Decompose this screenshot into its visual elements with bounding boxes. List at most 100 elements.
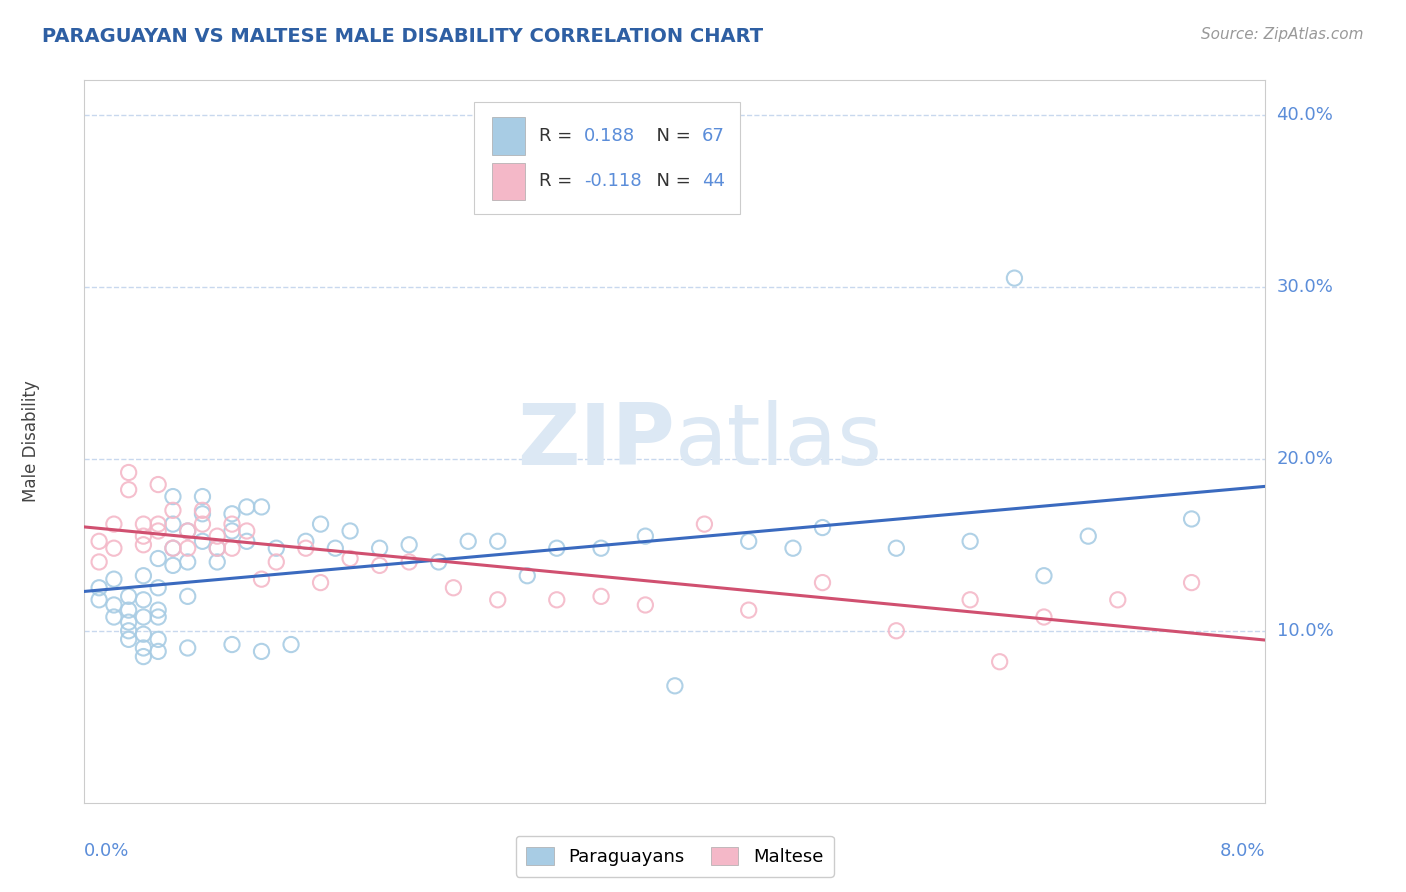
Text: -0.118: -0.118 [583, 172, 641, 190]
Point [87, 581, 111, 595]
Text: 8.0%: 8.0% [1220, 842, 1265, 860]
Point [368, 541, 391, 556]
Point [457, 534, 479, 549]
Point [148, 603, 170, 617]
Point [177, 541, 200, 556]
Point [148, 517, 170, 532]
Point [221, 507, 243, 521]
Point [132, 538, 155, 552]
Text: 10.0%: 10.0% [1277, 622, 1333, 640]
Point [235, 534, 259, 549]
Point [103, 572, 125, 586]
Point [988, 655, 1011, 669]
Point [634, 598, 657, 612]
Text: 67: 67 [702, 127, 725, 145]
Point [162, 503, 184, 517]
Text: 0.0%: 0.0% [84, 842, 129, 860]
Point [782, 541, 804, 556]
Point [886, 624, 908, 638]
Point [87, 592, 111, 607]
Point [886, 541, 908, 556]
Point [427, 555, 450, 569]
Text: 40.0%: 40.0% [1277, 105, 1333, 124]
Point [87, 555, 111, 569]
Text: N =: N = [645, 172, 697, 190]
Point [486, 534, 509, 549]
Point [177, 590, 200, 604]
Point [221, 638, 243, 652]
Legend: Paraguayans, Maltese: Paraguayans, Maltese [516, 836, 834, 877]
Point [1077, 529, 1099, 543]
Point [148, 551, 170, 566]
Point [132, 610, 155, 624]
Point [148, 610, 170, 624]
Point [207, 541, 229, 556]
Point [132, 529, 155, 543]
Point [118, 590, 141, 604]
Point [103, 541, 125, 556]
Point [87, 534, 111, 549]
Point [118, 466, 141, 480]
Bar [492, 117, 524, 154]
Text: 44: 44 [702, 172, 725, 190]
Point [148, 644, 170, 658]
Point [295, 534, 318, 549]
Point [1004, 271, 1026, 285]
Point [177, 524, 200, 538]
Point [132, 517, 155, 532]
Point [132, 592, 155, 607]
Point [103, 598, 125, 612]
Bar [492, 162, 524, 200]
Point [1107, 592, 1129, 607]
Point [309, 575, 332, 590]
Point [207, 529, 229, 543]
Point [546, 541, 568, 556]
Point [591, 541, 613, 556]
Point [811, 575, 834, 590]
Point [118, 483, 141, 497]
Point [118, 624, 141, 638]
Point [148, 524, 170, 538]
Text: 30.0%: 30.0% [1277, 277, 1333, 296]
Point [295, 541, 318, 556]
Point [280, 638, 302, 652]
Text: N =: N = [645, 127, 697, 145]
Point [191, 507, 214, 521]
Point [264, 541, 288, 556]
Point [693, 517, 716, 532]
Point [191, 503, 214, 517]
Point [339, 524, 361, 538]
Text: ZIP: ZIP [517, 400, 675, 483]
Point [103, 517, 125, 532]
Point [634, 529, 657, 543]
Point [207, 555, 229, 569]
Point [235, 524, 259, 538]
Point [118, 632, 141, 647]
Point [221, 541, 243, 556]
Point [221, 524, 243, 538]
Point [1033, 568, 1056, 582]
Point [1181, 512, 1204, 526]
Point [148, 581, 170, 595]
Point [235, 500, 259, 514]
Text: PARAGUAYAN VS MALTESE MALE DISABILITY CORRELATION CHART: PARAGUAYAN VS MALTESE MALE DISABILITY CO… [42, 27, 763, 45]
Point [339, 551, 361, 566]
Point [738, 534, 761, 549]
Point [162, 541, 184, 556]
Point [264, 555, 288, 569]
Point [664, 679, 686, 693]
Point [398, 555, 420, 569]
Point [486, 592, 509, 607]
Point [516, 568, 538, 582]
Text: Male Disability: Male Disability [22, 381, 41, 502]
Point [959, 534, 981, 549]
Point [1181, 575, 1204, 590]
Point [1033, 610, 1056, 624]
Point [177, 555, 200, 569]
Point [191, 534, 214, 549]
Point [546, 592, 568, 607]
Text: 0.188: 0.188 [583, 127, 636, 145]
Text: atlas: atlas [675, 400, 883, 483]
Point [443, 581, 465, 595]
Text: R =: R = [538, 172, 578, 190]
